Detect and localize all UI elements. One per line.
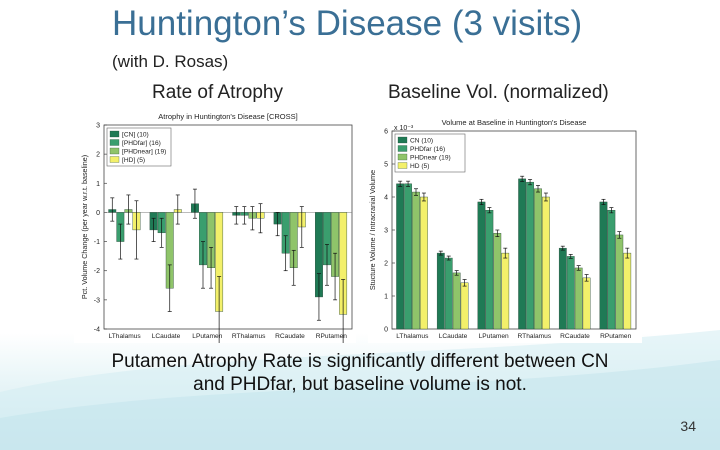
right-chart-heading: Baseline Vol. (normalized) <box>388 82 609 103</box>
y-tick-label: 3 <box>96 123 100 130</box>
x-tick-label: LPutamen <box>192 333 222 340</box>
bar <box>444 257 453 330</box>
page-number: 34 <box>680 418 696 434</box>
y-tick-label: 3 <box>384 228 388 235</box>
x-tick-label: LPutamen <box>479 333 509 340</box>
x-tick-label: LThalamus <box>396 333 429 340</box>
chart-title: Volume at Baseline in Huntington's Disea… <box>442 118 587 127</box>
legend-label: PHDfar (16) <box>410 146 445 153</box>
bar <box>460 282 469 330</box>
x-tick-label: RThalamus <box>232 333 266 340</box>
bar <box>542 196 550 330</box>
slide-subtitle: (with D. Rosas) <box>112 52 229 71</box>
y-tick-label: 2 <box>384 261 388 268</box>
legend-label: [PHDnear] (19) <box>122 149 166 156</box>
bar <box>485 209 494 330</box>
x-tick-label: RPutamen <box>316 333 347 340</box>
bar <box>599 201 608 330</box>
legend-label: CN (10) <box>410 138 433 145</box>
bar <box>526 181 534 330</box>
bar <box>607 209 616 330</box>
bar <box>558 247 567 330</box>
y-axis-label: Pct. Volume Change (per year w.r.t. base… <box>80 155 89 299</box>
bar <box>493 233 502 330</box>
x-tick-label: RPutamen <box>600 333 631 340</box>
y-tick-label: 0 <box>96 210 100 217</box>
bar <box>623 252 632 330</box>
chart-title: Atrophy in Huntington's Disease [CROSS] <box>158 113 297 121</box>
y-tick-label: 5 <box>384 162 388 169</box>
caption-line-2: and PHDfar, but baseline volume is not. <box>193 374 527 395</box>
bar <box>420 196 428 330</box>
bar <box>501 252 510 330</box>
y-tick-label: -2 <box>94 268 100 275</box>
y-tick-label: 4 <box>384 195 388 202</box>
y-tick-label: -4 <box>94 327 100 334</box>
bar <box>615 234 624 330</box>
plot-frame <box>103 124 353 330</box>
slide-title: Huntington’s Disease (3 visits) <box>112 4 583 43</box>
atrophy-rate-chart: Atrophy in Huntington's Disease [CROSS] 3… <box>74 112 356 350</box>
x-tick-label: LCaudate <box>152 333 181 340</box>
legend-label: [HD] (5) <box>122 157 145 164</box>
bar <box>534 188 542 330</box>
y-tick-label: 1 <box>384 294 388 301</box>
legend-swatch <box>397 145 408 152</box>
y-tick-label: -1 <box>94 239 100 246</box>
left-chart-heading: Rate of Atrophy <box>152 82 283 103</box>
atrophy-rate-chart-svg: Atrophy in Huntington's Disease [CROSS] 3… <box>80 112 353 350</box>
y-axis-label: Stucture Volume / Intracranial Volume <box>368 170 377 290</box>
slide-caption: Putamen Atrophy Rate is significantly di… <box>60 350 660 396</box>
legend-label: [CN] (10) <box>122 132 149 139</box>
baseline-volume-chart: Volume at Baseline in Huntington's Disea… <box>368 117 642 343</box>
x-tick-label: RThalamus <box>518 333 552 340</box>
exponent-label: x 10⁻³ <box>394 125 414 132</box>
legend-label: HD (5) <box>410 163 429 170</box>
bar <box>582 277 591 330</box>
y-tick-label: 0 <box>384 327 388 334</box>
legend-label: [PHDfar] (16) <box>122 140 161 147</box>
bar <box>574 267 583 330</box>
legend-label: PHDnear (19) <box>410 155 451 162</box>
x-tick-label: LThalamus <box>109 333 142 340</box>
legend-swatch <box>397 162 408 169</box>
legend-swatch <box>397 136 408 144</box>
caption-line-1: Putamen Atrophy Rate is significantly di… <box>111 351 609 372</box>
bar <box>566 256 575 330</box>
legend-swatch <box>109 139 120 146</box>
bar <box>404 183 412 330</box>
x-tick-label: RCaudate <box>560 333 590 340</box>
y-tick-label: -3 <box>94 297 100 304</box>
y-tick-label: 1 <box>96 181 100 188</box>
y-tick-label: 2 <box>96 152 100 159</box>
legend-swatch <box>109 130 120 138</box>
bar <box>518 178 527 330</box>
x-tick-label: LCaudate <box>439 333 468 340</box>
bar <box>436 252 445 330</box>
legend-swatch <box>109 147 120 155</box>
bar <box>452 272 461 330</box>
x-tick-label: RCaudate <box>275 333 305 340</box>
legend-swatch <box>109 156 120 163</box>
y-tick-label: 6 <box>384 129 388 136</box>
baseline-volume-chart-svg: Volume at Baseline in Huntington's Disea… <box>368 118 637 340</box>
bar <box>396 183 405 330</box>
bar <box>477 201 486 330</box>
legend-swatch <box>397 153 408 161</box>
bar <box>412 191 420 330</box>
